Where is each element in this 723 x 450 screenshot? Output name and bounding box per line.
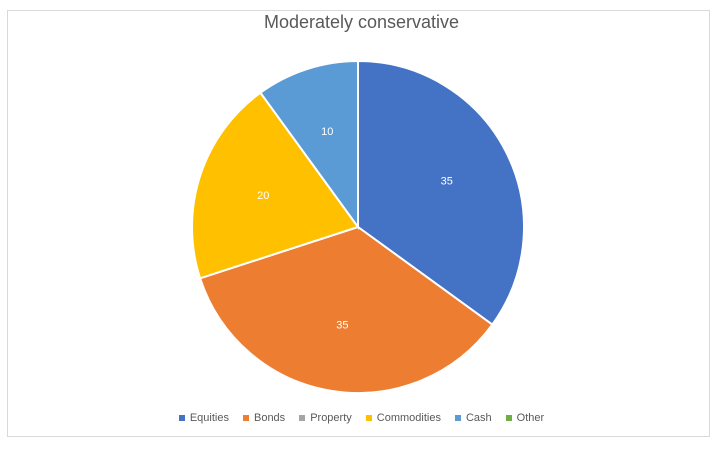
legend-item-other: Other <box>505 412 545 424</box>
legend-swatch <box>365 415 372 421</box>
chart-title: Moderately conservative <box>263 12 460 32</box>
pie-slice-equities <box>357 59 525 326</box>
legend-label: Cash <box>465 412 492 424</box>
legend-label: Other <box>516 412 545 424</box>
pie-slices <box>191 59 525 394</box>
pie-data-labels: 35 35 20 10 <box>257 126 453 331</box>
data-label-bonds: 35 <box>336 319 348 331</box>
legend-label: Equities <box>189 412 229 424</box>
pie-slice-bonds <box>198 225 494 394</box>
legend-item-commodities: Commodities <box>365 412 441 424</box>
legend-swatch <box>454 415 461 421</box>
legend-swatch <box>299 415 306 421</box>
data-label-equities: 35 <box>441 176 453 188</box>
pie-slice-commodities <box>191 91 360 280</box>
legend-item-property: Property <box>299 412 352 424</box>
legend-item-cash: Cash <box>454 412 492 424</box>
data-label-commodities: 20 <box>257 190 269 202</box>
chart-legend: Equities Bonds Property Commodities Cash Othe… <box>0 412 723 424</box>
legend-item-bonds: Bonds <box>242 412 286 424</box>
legend-label: Commodities <box>376 412 441 424</box>
legend-label: Bonds <box>253 412 286 424</box>
legend-swatch <box>242 415 249 421</box>
pie-slice-cash <box>259 59 359 231</box>
legend-swatch <box>178 415 185 421</box>
legend-label: Property <box>310 412 352 424</box>
legend-swatch <box>505 415 512 421</box>
data-label-cash: 10 <box>321 126 333 138</box>
legend-item-equities: Equities <box>178 412 229 424</box>
